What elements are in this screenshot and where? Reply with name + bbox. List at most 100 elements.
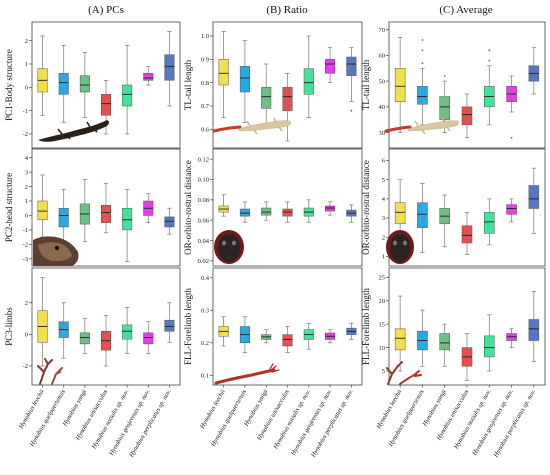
box-hynobius-perplicatus-sp-nov: [346, 322, 357, 340]
box-iqr: [484, 335, 495, 358]
y-tick-label: -2: [23, 131, 28, 138]
box-hynobius-yangi: [439, 194, 450, 248]
y-tick-label: 0.2: [201, 340, 209, 347]
y-tick-label: -2: [23, 242, 28, 249]
box-iqr: [37, 200, 48, 221]
box-iqr: [325, 205, 336, 212]
x-category-label: Hynobius geojeensis sp. nov.: [289, 388, 333, 457]
outlier-point: [488, 59, 491, 62]
box-iqr: [394, 202, 406, 225]
box-hynobius-perplicatus-sp-nov: [164, 207, 175, 235]
column-title-c: (C) Average: [439, 4, 492, 16]
box-iqr: [58, 73, 69, 95]
salamander-body-photo: [38, 120, 109, 142]
plot-frame: [212, 21, 363, 149]
box-hynobius-geojeensis-sp-nov: [506, 328, 517, 348]
y-tick-label: 5: [382, 368, 385, 375]
y-tick-label: -1: [23, 227, 28, 234]
salamander-limb-photo: [386, 361, 422, 385]
box-hynobius-yangi: [261, 201, 272, 221]
box-iqr: [239, 66, 250, 93]
y-axis-label: TL-tail length: [183, 59, 193, 110]
box-iqr: [143, 73, 154, 81]
x-category-label: Hynobius perplicatus sp. nov.: [310, 388, 355, 459]
box-hynobius-notialis-sp-nov: [484, 314, 495, 372]
plot-frame: [212, 148, 363, 267]
y-tick-label: 15: [379, 321, 386, 328]
y-tick-label: 60: [379, 53, 386, 60]
box-hynobius-quelpaertensis: [58, 44, 69, 123]
box-hynobius-leechii: [218, 316, 229, 347]
y-axis-label: FLL-Forelimb length: [183, 288, 193, 365]
box-iqr: [100, 205, 112, 223]
box-iqr: [122, 207, 133, 231]
box-iqr: [79, 75, 90, 93]
box-hynobius-yangi: [261, 63, 272, 126]
box-hynobius-perplicatus-sp-nov: [164, 302, 175, 343]
y-tick-label: 0.9: [201, 57, 209, 64]
y-tick-label: -1: [23, 108, 28, 115]
y-tick-label: 1: [382, 254, 385, 261]
x-category-label: Hynobius perplicatus sp. nov.: [128, 388, 173, 459]
box-iqr: [58, 207, 69, 228]
box-hynobius-quelpaertensis: [239, 316, 250, 353]
y-tick-label: 5: [382, 177, 385, 184]
box-iqr: [282, 334, 293, 347]
y-tick-label: 2: [25, 300, 28, 307]
box-iqr: [261, 87, 272, 109]
box-hynobius-yangi: [261, 329, 272, 344]
box-hynobius-unisacculus: [282, 326, 293, 353]
box-hynobius-perplicatus-sp-nov: [528, 167, 540, 234]
panel-a-pc2-head-structure: 4 3 2 1 0 -1 -2 -3 PC2-head structure: [4, 148, 181, 267]
box-hynobius-geojeensis-sp-nov: [506, 198, 517, 223]
box-hynobius-leechii: [394, 295, 406, 372]
plot-frame: [388, 148, 546, 267]
y-tick-label: 1: [25, 198, 28, 205]
box-hynobius-perplicatus-sp-nov: [528, 47, 540, 95]
box-iqr: [282, 208, 293, 217]
x-category-label: Hynobius geojeensis sp. nov.: [471, 388, 515, 457]
y-tick-label: 1: [25, 61, 28, 68]
box-hynobius-notialis-sp-nov: [303, 322, 314, 350]
box-iqr: [100, 94, 112, 116]
salamander-head-photo: [33, 236, 79, 266]
column-titles: (A) PCs (B) Ratio (C) Average: [88, 4, 493, 16]
column-title-b: (B) Ratio: [266, 4, 308, 16]
box-iqr: [164, 319, 175, 332]
box-iqr: [282, 87, 293, 111]
plot-frame: [31, 148, 181, 267]
y-tick-label: 0.10: [198, 177, 209, 184]
y-tick-label: 70: [379, 27, 386, 34]
y-tick-label: 25: [379, 275, 386, 282]
y-tick-label: 4: [382, 196, 386, 203]
box-hynobius-leechii: [37, 35, 48, 116]
box-hynobius-geojeensis-sp-nov: [143, 193, 154, 224]
box-hynobius-notialis-sp-nov: [303, 199, 314, 223]
box-iqr: [461, 225, 473, 244]
box-hynobius-leechii: [218, 30, 229, 119]
y-tick-label: 40: [379, 104, 386, 111]
box-hynobius-quelpaertensis: [239, 201, 250, 223]
box-iqr: [394, 68, 406, 102]
box-iqr: [164, 216, 175, 228]
salamander-head-photo: [386, 230, 414, 264]
outlier-point: [488, 49, 491, 52]
y-axis-label: FLL-Forelimb length: [361, 288, 371, 365]
x-category-label: Hynobius geojeensis sp. nov.: [108, 388, 152, 457]
box-iqr: [461, 106, 473, 126]
box-iqr: [261, 207, 272, 216]
box-iqr: [346, 56, 357, 76]
box-iqr: [218, 59, 229, 86]
y-tick-label: 0.08: [198, 197, 209, 204]
y-tick-label: 0.1: [201, 372, 209, 379]
outlier-point: [443, 75, 446, 77]
box-iqr: [79, 332, 90, 345]
outlier-point: [350, 109, 353, 112]
box-hynobius-unisacculus: [461, 211, 473, 255]
y-axis-label: PC2-head structure: [4, 173, 14, 242]
box-hynobius-notialis-sp-nov: [484, 49, 495, 126]
box-hynobius-perplicatus-sp-nov: [164, 30, 175, 107]
y-axis-label: OR-orbito-rostral distance: [361, 160, 371, 255]
